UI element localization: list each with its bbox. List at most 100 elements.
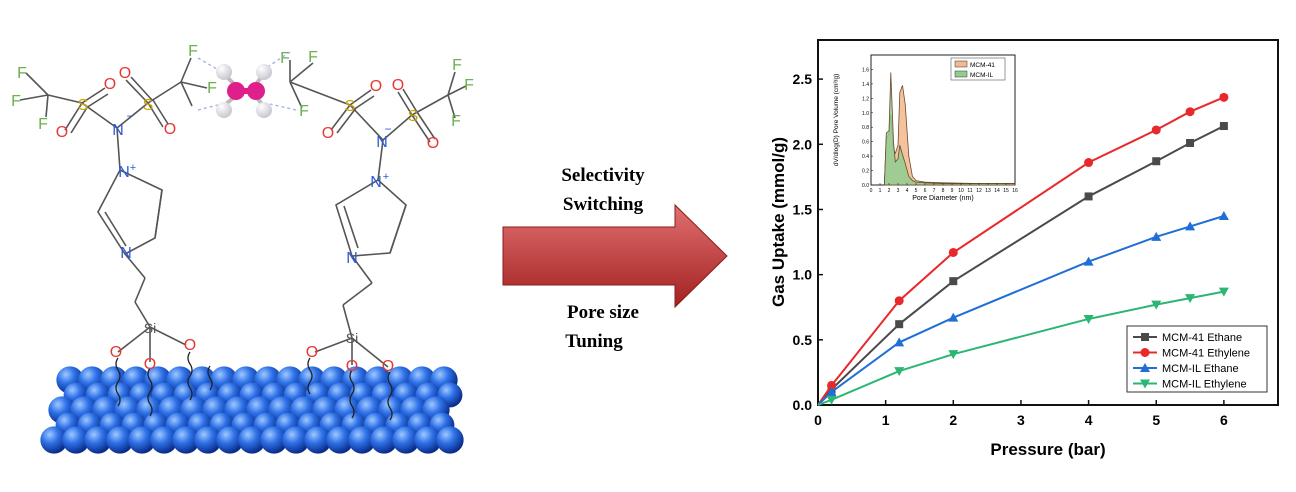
arrow-label-switching: Switching: [563, 194, 644, 215]
silica-sphere: [260, 426, 288, 454]
silica-sphere: [216, 426, 244, 454]
series-layer: [817, 92, 1229, 406]
y-axis-ticks: 0.0 0.5 1.0 1.5 2.0 2.5: [793, 71, 823, 413]
data-point-triangle-up: [826, 386, 837, 396]
data-point-triangle-up: [894, 337, 905, 347]
silica-sphere: [348, 426, 376, 454]
data-point-triangle-down: [894, 367, 905, 377]
inset-x-tick-label: 14: [994, 188, 1000, 194]
inset-x-tick-label: 15: [1003, 188, 1009, 194]
series-mcm-il-ethylene: [817, 287, 1229, 406]
data-point-triangle-up: [1083, 256, 1094, 266]
fluorine-label: F: [188, 43, 198, 60]
x-tick-label: 4: [1085, 412, 1093, 428]
x-axis-ticks: 0 1 2 3 4 5 6: [814, 400, 1228, 428]
legend-label: MCM-IL Ethylene: [1162, 379, 1247, 391]
ethylene-guest: [197, 51, 297, 118]
molecule-bonds: [19, 57, 467, 368]
inset-x-tick-label: 5: [915, 188, 918, 194]
inset-legend: MCM-41 MCM-IL: [950, 57, 1006, 81]
series-line: [817, 215, 1225, 406]
y-tick-label: 2.5: [793, 71, 813, 87]
oxygen-label: O: [392, 77, 404, 94]
silicon-label: Si: [144, 320, 156, 336]
data-point-triangle-down: [1218, 287, 1229, 297]
data-point-triangle-down: [1140, 379, 1150, 389]
fluorine-label: F: [280, 50, 290, 67]
oxygen-label: O: [110, 344, 122, 361]
y-tick-label: 1.0: [793, 267, 813, 283]
legend: MCM-41 Ethane MCM-41 Ethylene MCM-IL Ethan…: [1126, 325, 1268, 393]
x-tick-label: 1: [882, 412, 890, 428]
data-point-triangle-up: [1151, 231, 1162, 241]
pore-size-inset: 0.00.20.40.60.81.01.21.41.6 0 1 2 3 4 5 6 7 8 9 10…: [833, 54, 1018, 202]
inset-y-tick-label: 0.0: [862, 183, 869, 189]
arrow-label-tuning: Tuning: [565, 331, 623, 352]
series-line: [817, 96, 1225, 406]
data-point-triangle-down: [826, 395, 837, 405]
series-mcm-il-ethane: [817, 210, 1229, 406]
series-line: [817, 125, 1225, 406]
inset-area-mcm-il: [884, 72, 1016, 186]
data-point-triangle-up: [1140, 363, 1150, 372]
fluorine-label: F: [308, 49, 318, 66]
data-point-circle: [1151, 125, 1161, 135]
data-point-circle: [1219, 92, 1229, 102]
fluorine-label: F: [451, 113, 461, 130]
oxygen-label: O: [306, 344, 318, 361]
data-point-triangle-up: [1218, 210, 1229, 220]
silica-sphere: [392, 426, 420, 454]
inset-x-tick-label: 12: [976, 188, 982, 194]
data-point-triangle-up: [1185, 221, 1196, 231]
inset-y-tick-label: 0.8: [862, 125, 869, 131]
inset-x-tick-label: 1: [879, 188, 882, 194]
data-point-triangle-down: [948, 350, 959, 360]
oxygen-label: O: [144, 356, 156, 373]
inset-legend-label-mcm41: MCM-41: [970, 62, 995, 69]
data-point-triangle-up: [948, 312, 959, 322]
oxygen-label: O: [382, 358, 394, 375]
fluorine-label: F: [207, 80, 217, 97]
fluorine-label: F: [299, 103, 309, 120]
oxygen-label: O: [104, 76, 116, 93]
inset-x-tick-label: 6: [924, 188, 927, 194]
arrow-label-pore-size: Pore size: [567, 302, 639, 323]
red-arrow-shape: [502, 203, 728, 309]
charge-plus-label: +: [130, 162, 136, 174]
silica-sphere: [128, 426, 156, 454]
inset-legend-label-mcmil: MCM-IL: [970, 72, 993, 79]
silica-sphere: [40, 426, 68, 454]
oxygen-label: O: [346, 358, 358, 375]
silica-sphere: [106, 426, 134, 454]
fluorine-label: F: [38, 116, 48, 133]
inset-x-axis-label: Pore Diameter (nm): [912, 195, 973, 202]
oxygen-label: O: [119, 65, 131, 82]
molecule-illustration: F F F S O O N − S O O F F N + N Si O O O…: [11, 43, 474, 454]
transformation-arrow: Selectivity Switching Pore size Tuning: [502, 165, 728, 352]
data-point-square: [895, 320, 904, 329]
data-point-circle: [894, 296, 904, 306]
oxygen-label: O: [184, 337, 196, 354]
inset-x-tick-label: 0: [870, 188, 873, 194]
oxygen-label: O: [164, 121, 176, 138]
data-point-square: [1141, 333, 1149, 341]
x-tick-label: 2: [949, 412, 957, 428]
inset-y-tick-label: 1.0: [862, 111, 869, 117]
charge-plus-label: +: [383, 171, 389, 183]
charge-minus-label: −: [384, 122, 391, 136]
x-tick-label: 6: [1220, 412, 1228, 428]
oxygen-label: O: [56, 124, 68, 141]
data-point-square: [949, 277, 958, 286]
data-point-square: [1084, 192, 1093, 201]
inset-y-tick-label: 0.2: [862, 169, 869, 175]
inset-x-tick-label: 11: [967, 188, 972, 194]
plot-frame: [817, 39, 1279, 406]
inset-y-axis-label: dV/dlog(D) Pore Volume (cm³/g): [833, 74, 840, 166]
fluorine-label: F: [452, 57, 462, 74]
silicon-label: Si: [346, 330, 358, 346]
x-tick-label: 5: [1152, 412, 1160, 428]
x-axis-label: Pressure (bar): [990, 440, 1105, 459]
inset-x-tick-label: 9: [951, 188, 954, 194]
sulfur-label: S: [78, 97, 89, 114]
